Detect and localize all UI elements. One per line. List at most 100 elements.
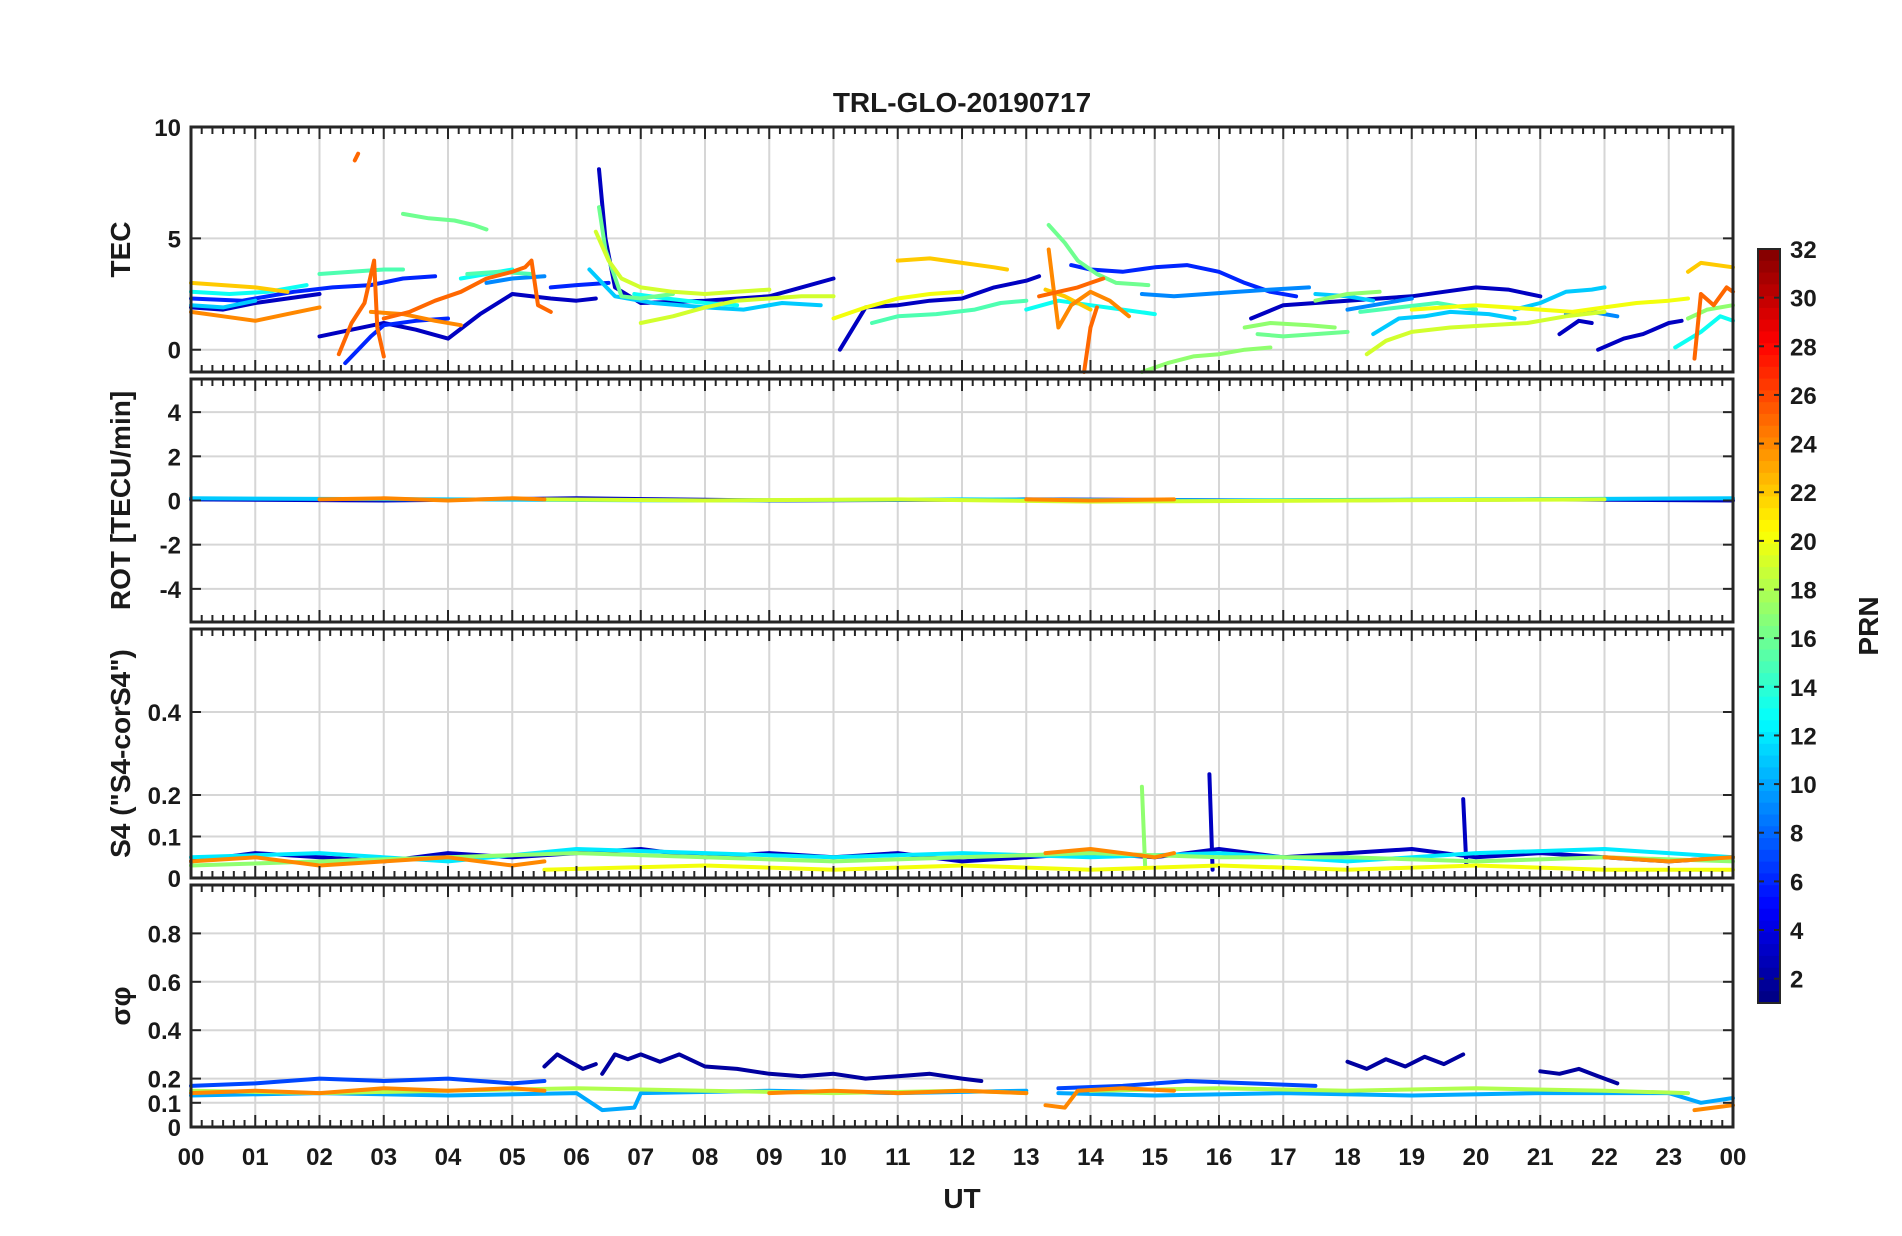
colorbar-tick-label: 26 <box>1790 383 1817 410</box>
tec-series-prn-3 <box>1596 318 1684 352</box>
colorbar-label: PRN <box>1853 596 1884 655</box>
tec-series-prn-15 <box>317 267 405 276</box>
tec-series-prn-25 <box>1692 285 1735 361</box>
rot-y-tick-label: 2 <box>168 444 181 471</box>
sigma-frame <box>189 883 1735 1129</box>
x-tick-label: 07 <box>627 1144 654 1171</box>
sigma-y-tick-label: 0.8 <box>148 921 181 948</box>
colorbar-tick-label: 18 <box>1790 578 1817 605</box>
tec-series-prn-22 <box>1686 260 1735 274</box>
x-tick-label: 14 <box>1077 1144 1104 1171</box>
tec-series-prn-25 <box>1082 305 1099 374</box>
s4-y-tick-label: 0.4 <box>148 700 182 727</box>
rot-series-prn-19 <box>542 497 1607 504</box>
colorbar-tick-label: 28 <box>1790 334 1817 361</box>
sigma-series-prn-10 <box>1056 1091 1735 1105</box>
tec-series-prn-20 <box>1409 296 1690 314</box>
colorbar-tick-label: 8 <box>1790 821 1803 848</box>
x-tick-label: 04 <box>435 1144 462 1171</box>
tec-series-prn-6 <box>189 274 438 303</box>
colorbar-tick-label: 2 <box>1790 967 1803 994</box>
tec-series-prn-17 <box>1242 321 1337 330</box>
chart-title: TRL-GLO-20190717 <box>833 87 1091 118</box>
rot-y-tick-label: -4 <box>160 577 182 604</box>
sigma-y-tick-label: 0.2 <box>148 1067 181 1094</box>
x-tick-label: 01 <box>242 1144 269 1171</box>
s4-series-prn-24 <box>1602 855 1735 864</box>
rot-series-prn-24 <box>317 496 547 503</box>
panel-s4: 0 0.1 0.2 0.4 S4 ("S4-corS4") <box>105 627 1735 893</box>
x-tick-label: 19 <box>1398 1144 1425 1171</box>
x-tick-label: 18 <box>1334 1144 1361 1171</box>
tec-series-prn-6 <box>548 280 611 290</box>
colorbar-tick-label: 12 <box>1790 723 1817 750</box>
tec-y-tick-label: 5 <box>168 226 181 253</box>
sigma-y-tick-label: 0 <box>168 1115 181 1142</box>
tec-series-prn-3 <box>597 167 836 305</box>
s4-series-prn-12 <box>189 847 1735 864</box>
x-tick-label: 12 <box>949 1144 976 1171</box>
colorbar-tick-label: 6 <box>1790 869 1803 896</box>
tec-series-prn-3 <box>317 292 598 341</box>
s4-y-tick-label: 0 <box>168 866 181 893</box>
s4-series-prn-17 <box>1139 784 1148 868</box>
colorbar-tick-label: 16 <box>1790 626 1817 653</box>
x-tick-label: 08 <box>692 1144 719 1171</box>
tec-series-prn-22 <box>895 256 1009 272</box>
s4-series-prn-24 <box>1043 847 1176 860</box>
x-tick-label: 00 <box>1720 1144 1747 1171</box>
tec-series-prn-16 <box>597 205 675 301</box>
rot-y-tick-label: -2 <box>160 533 181 560</box>
tec-series-prn-13 <box>1024 298 1157 317</box>
colorbar-tick-label: 22 <box>1790 480 1817 507</box>
tec-series-prn-13 <box>189 283 309 296</box>
sigma-y-label: σφ <box>105 986 136 1025</box>
tec-series-prn-11 <box>1512 285 1607 312</box>
sigma-y-tick-label: 0.1 <box>148 1091 181 1118</box>
tec-series-prn-19 <box>593 229 772 296</box>
x-tick-label: 03 <box>370 1144 397 1171</box>
tec-series-prn-9 <box>1139 285 1311 299</box>
s4-y-tick-label: 0.1 <box>148 825 181 852</box>
tec-frame <box>189 125 1735 374</box>
colorbar-tick-label: 10 <box>1790 772 1817 799</box>
tec-series-prn-20 <box>831 289 964 321</box>
x-tick-label: 06 <box>563 1144 590 1171</box>
colorbar-tick-label: 24 <box>1790 432 1817 459</box>
sigma-series-prn-18 <box>1088 1086 1690 1096</box>
sigma-series-prn-24 <box>767 1088 1029 1096</box>
rot-y-tick-label: 4 <box>168 400 182 427</box>
tec-y-tick-label: 0 <box>168 338 181 365</box>
tec-series-prn-3 <box>189 292 322 312</box>
x-tick-label: 16 <box>1206 1144 1233 1171</box>
sigma-series-prn-24 <box>189 1086 547 1096</box>
tec-series-prn-16 <box>401 211 489 232</box>
sigma-series-prn-24 <box>1692 1103 1735 1113</box>
tec-series-prn-11 <box>1313 292 1376 303</box>
tec-series-prn-11 <box>189 298 258 310</box>
x-tick-label: 13 <box>1013 1144 1040 1171</box>
s4-y-label: S4 ("S4-corS4") <box>105 649 136 858</box>
tec-series-prn-3 <box>1249 285 1543 321</box>
tec-series-prn-24 <box>189 305 322 323</box>
colorbar-frame <box>1757 248 1781 1004</box>
colorbar-tick-label: 20 <box>1790 529 1817 556</box>
tec-series-prn-25 <box>352 151 361 163</box>
tec-series-prn-19 <box>638 294 836 325</box>
x-tick-label: 21 <box>1527 1144 1554 1171</box>
tec-series-prn-25 <box>336 258 386 359</box>
sigma-series-prn-2 <box>542 1052 598 1071</box>
sigma-series-prn-7 <box>1056 1079 1318 1091</box>
tec-series-prn-17 <box>1313 289 1382 303</box>
x-tick-label: 10 <box>820 1144 847 1171</box>
rot-frame <box>189 377 1735 624</box>
sigma-series-prn-24 <box>1043 1086 1176 1110</box>
tec-series-prn-17 <box>1139 345 1273 374</box>
s4-y-tick-label: 0.2 <box>148 783 181 810</box>
sigma-series-prn-2 <box>1538 1066 1620 1086</box>
tec-series-prn-24 <box>368 309 463 328</box>
tec-series-prn-9 <box>1345 296 1414 312</box>
tec-series-prn-25 <box>1037 276 1106 299</box>
sigma-series-prn-7 <box>189 1076 547 1088</box>
